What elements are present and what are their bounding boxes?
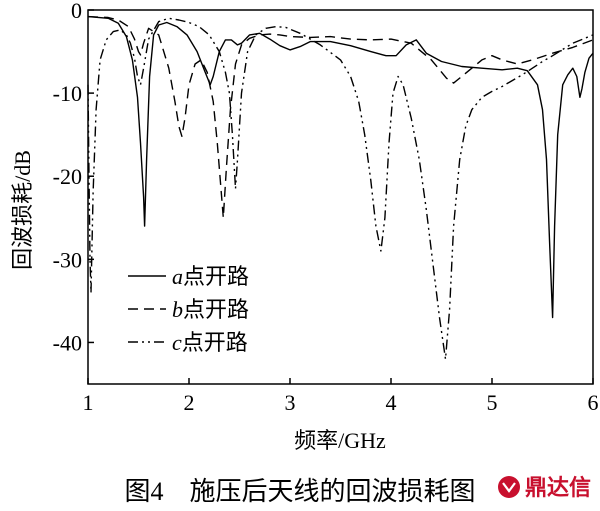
x-tick-label: 5 (487, 390, 498, 415)
y-tick-label: -40 (53, 330, 82, 355)
watermark-icon (498, 476, 520, 498)
legend-letter: a (172, 264, 183, 289)
x-tick-label: 6 (588, 390, 599, 415)
series-layer (87, 15, 594, 360)
x-tick-label: 3 (285, 390, 296, 415)
legend-suffix: 点开路 (182, 330, 248, 355)
series-line-b (87, 15, 594, 219)
x-tick-label: 4 (386, 390, 397, 415)
y-axis-ticks: 0 -10 -20 -30 -40 (53, 0, 94, 355)
x-tick-label: 1 (83, 390, 94, 415)
figure-caption: 图4 施压后天线的回波损耗图 (124, 477, 475, 506)
x-axis-title: 频率/GHz (294, 428, 386, 453)
watermark-logo: 鼎达信 (498, 475, 591, 501)
y-axis-title: 回波损耗/dB (10, 150, 35, 270)
legend-label-a: a点开路 (172, 264, 249, 289)
legend-letter: c (172, 330, 182, 355)
legend-label-c: c点开路 (172, 330, 248, 355)
watermark-icon-mark (502, 482, 516, 493)
plot-frame (87, 9, 594, 385)
series-line-a (87, 15, 594, 319)
x-tick-label: 2 (184, 390, 195, 415)
y-tick-label: 0 (71, 0, 82, 23)
legend-suffix: 点开路 (183, 264, 249, 289)
series-line-c (87, 17, 594, 360)
x-axis-ticks: 1 2 3 4 5 6 (83, 378, 599, 415)
y-tick-label: -30 (53, 247, 82, 272)
legend-letter: b (172, 297, 183, 322)
legend-label-b: b点开路 (172, 297, 249, 322)
y-tick-label: -10 (53, 81, 82, 106)
legend-suffix: 点开路 (183, 297, 249, 322)
y-tick-label: -20 (53, 164, 82, 189)
watermark-text: 鼎达信 (525, 475, 591, 501)
